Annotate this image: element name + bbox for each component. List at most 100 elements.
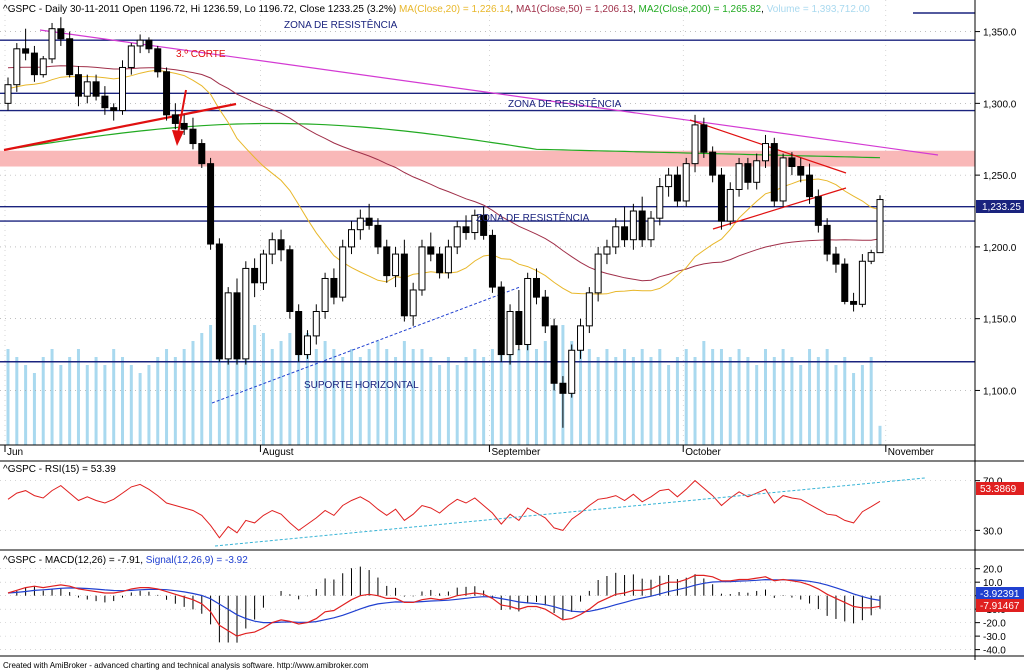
candle-up xyxy=(753,160,761,183)
volume-bar xyxy=(728,357,732,445)
candle-down xyxy=(550,325,558,384)
candle-up xyxy=(568,349,576,394)
volume-bar xyxy=(517,349,521,445)
candle-up xyxy=(656,186,664,219)
volume-bar xyxy=(649,357,653,445)
volume-bar xyxy=(446,357,450,445)
volume-bar xyxy=(367,349,371,445)
candle-up xyxy=(339,246,347,298)
support-label: SUPORTE HORIZONTAL xyxy=(304,380,419,391)
candle-down xyxy=(700,124,708,153)
price-tick-label: 1,250.0 xyxy=(983,171,1017,182)
candle-down xyxy=(400,253,408,317)
price-grid xyxy=(0,0,975,445)
volume-bar xyxy=(702,341,706,445)
candle-down xyxy=(797,166,805,176)
macd-tick-label: -20.0 xyxy=(983,619,1006,630)
zone-label-mid: ZONA DE RESISTÊNCIA xyxy=(508,97,622,110)
volume-bar xyxy=(473,349,477,445)
volume-bar xyxy=(24,365,28,445)
month-label: November xyxy=(888,447,935,458)
zone-label-low: ZONA DE RESISTÊNCIA xyxy=(476,211,590,224)
candle-up xyxy=(409,289,417,317)
candle-down xyxy=(145,39,153,50)
candle-down xyxy=(806,174,814,198)
volume-bar xyxy=(200,333,204,445)
red-channel-lower xyxy=(712,187,847,230)
volume-bar xyxy=(763,349,767,445)
volume-bar xyxy=(878,425,882,445)
volume-bar xyxy=(376,341,380,445)
candle-down xyxy=(621,226,629,241)
candle-up xyxy=(612,226,620,248)
volume-bar xyxy=(719,349,723,445)
month-label: August xyxy=(262,447,293,458)
volume-bar xyxy=(288,333,292,445)
candle-up xyxy=(603,246,611,255)
candle-down xyxy=(823,224,831,255)
candle-up xyxy=(119,66,127,112)
candle-down xyxy=(515,311,523,346)
rsi-panel: 70.030.0 xyxy=(0,477,1003,539)
candle-down xyxy=(488,234,496,288)
volume-bar xyxy=(323,341,327,445)
candle-down xyxy=(163,71,171,116)
candle-down xyxy=(22,48,30,54)
macd-tick-label: 20.0 xyxy=(983,565,1003,576)
volume-bar xyxy=(834,365,838,445)
candle-down xyxy=(832,253,840,265)
volume-bar xyxy=(579,349,583,445)
rsi-tick-label: 30.0 xyxy=(983,526,1003,537)
volume-bar xyxy=(438,365,442,445)
volume-bar xyxy=(385,349,389,445)
candle-up xyxy=(312,311,320,337)
candle-down xyxy=(295,311,303,356)
price-header: ^GSPC - Daily 30-11-2011 Open 1196.72, H… xyxy=(3,4,870,15)
candle-down xyxy=(74,74,82,97)
volume-bar xyxy=(6,349,10,445)
candle-up xyxy=(524,277,532,346)
last-price-tag: 1,233.25 xyxy=(982,202,1021,213)
candle-up xyxy=(13,48,21,86)
candle-down xyxy=(180,122,188,130)
candle-up xyxy=(392,253,400,277)
volume-bar xyxy=(429,357,433,445)
candle-up xyxy=(876,199,884,254)
volume-bar xyxy=(32,373,36,445)
candle-up xyxy=(418,246,426,291)
volume-bar xyxy=(543,341,547,445)
volume-bar xyxy=(129,365,133,445)
volume-bar xyxy=(173,357,177,445)
volume-bar xyxy=(658,349,662,445)
candlesticks xyxy=(4,17,884,428)
volume-bar xyxy=(402,341,406,445)
volume-bar xyxy=(816,357,820,445)
volume-bar xyxy=(270,349,274,445)
candle-down xyxy=(215,243,223,360)
volume-bar xyxy=(59,365,63,445)
candle-down xyxy=(638,210,646,241)
candle-up xyxy=(594,253,602,294)
volume-bar xyxy=(684,349,688,445)
rsi-tag: 53.3869 xyxy=(980,484,1017,495)
candle-down xyxy=(462,226,470,234)
moving-averages xyxy=(7,65,881,295)
candle-down xyxy=(198,143,206,165)
volume-bar xyxy=(305,333,309,445)
candle-up xyxy=(779,157,787,202)
corte-arrow-head xyxy=(172,130,184,146)
candle-down xyxy=(744,163,752,183)
candle-up xyxy=(303,335,311,356)
price-tick-label: 1,300.0 xyxy=(983,99,1017,110)
candle-down xyxy=(286,249,294,313)
candle-up xyxy=(867,252,875,262)
volume-bar xyxy=(482,357,486,445)
candle-down xyxy=(154,48,162,73)
volume-bar xyxy=(261,333,265,445)
candle-down xyxy=(110,107,118,112)
resistance-zone-band xyxy=(0,150,975,167)
candle-down xyxy=(171,114,179,124)
candle-up xyxy=(259,253,267,284)
candle-up xyxy=(735,163,743,190)
